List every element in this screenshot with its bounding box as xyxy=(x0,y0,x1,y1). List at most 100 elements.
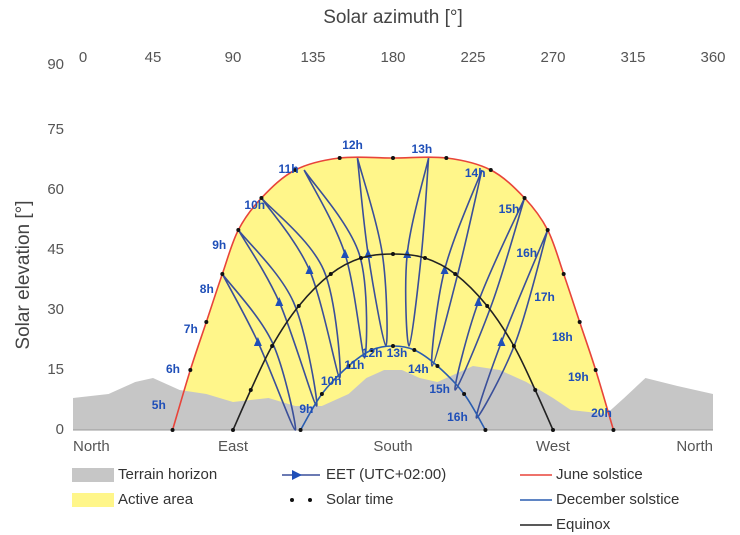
direction-label: West xyxy=(536,438,571,455)
solar-time-dot xyxy=(296,304,301,308)
solar-time-dot xyxy=(204,320,209,324)
solar-time-dot xyxy=(488,168,493,172)
hour-label: 12h xyxy=(342,138,363,152)
legend-label: Active area xyxy=(118,491,194,508)
hour-label: 11h xyxy=(344,358,364,372)
solar-time-dot xyxy=(220,272,225,276)
hour-label: 19h xyxy=(568,370,589,384)
analemma xyxy=(237,229,318,407)
hour-label: 12h xyxy=(362,346,383,360)
legend-swatch xyxy=(290,498,294,502)
analemma xyxy=(260,197,341,379)
hour-label: 9h xyxy=(299,402,313,416)
legend-label: EET (UTC+02:00) xyxy=(326,466,446,483)
solar-time-dot xyxy=(611,428,616,432)
legend-label: June solstice xyxy=(556,466,643,483)
solar-time-dot xyxy=(369,348,374,352)
chart-title: Solar azimuth [°] xyxy=(323,7,463,28)
solar-time-dot xyxy=(435,364,440,368)
hour-label: 17h xyxy=(534,290,555,304)
terrain-horizon xyxy=(73,366,713,430)
legend-swatch xyxy=(72,493,114,507)
x-tick-label: 0 xyxy=(79,49,87,66)
x-tick-label: 315 xyxy=(620,49,645,66)
solar-time-dot xyxy=(359,256,363,260)
arrow-head xyxy=(440,265,449,274)
y-axis-label: Solar elevation [°] xyxy=(13,200,34,349)
solar-time-dot xyxy=(483,428,488,432)
solar-time-dot xyxy=(551,428,555,432)
y-tick-label: 45 xyxy=(47,241,64,258)
hour-label: 15h xyxy=(499,202,520,216)
solar-time-dot xyxy=(511,344,516,348)
solar-time-dot xyxy=(248,388,253,392)
legend-swatch xyxy=(72,468,114,482)
direction-label: North xyxy=(676,438,713,455)
y-tick-label: 90 xyxy=(47,56,64,73)
legend-label: Terrain horizon xyxy=(118,466,217,483)
solar-time-dot xyxy=(236,228,241,232)
y-tick-label: 30 xyxy=(47,301,64,318)
hour-label: 10h xyxy=(244,198,265,212)
solar-time-dot xyxy=(391,252,395,256)
analemma xyxy=(221,273,297,431)
hour-label: 5h xyxy=(152,398,166,412)
y-tick-label: 75 xyxy=(47,121,64,138)
solar-time-dot xyxy=(545,228,550,232)
solar-time-dot xyxy=(346,364,351,368)
solar-time-dot xyxy=(462,392,467,396)
y-tick-label: 0 xyxy=(56,421,64,438)
solar-time-dot xyxy=(412,348,417,352)
hour-label: 7h xyxy=(184,322,198,336)
solar-time-dot xyxy=(522,196,527,200)
hour-label: 14h xyxy=(465,166,486,180)
solar-time-dot xyxy=(231,428,235,432)
hour-label: 6h xyxy=(166,362,180,376)
solar-time-dot xyxy=(391,344,395,348)
x-tick-label: 135 xyxy=(300,49,325,66)
solar-time-dot xyxy=(337,156,342,160)
arrow-head xyxy=(305,265,314,274)
x-tick-label: 180 xyxy=(380,49,405,66)
direction-label: North xyxy=(73,438,110,455)
y-tick-label: 15 xyxy=(47,361,64,378)
arrow-head xyxy=(497,337,506,346)
hour-label: 8h xyxy=(200,282,214,296)
solar-time-dot xyxy=(328,272,333,276)
x-tick-label: 360 xyxy=(700,49,725,66)
solar-time-dot xyxy=(593,368,598,372)
arrow-head xyxy=(253,337,262,346)
solar-time-dot xyxy=(533,388,538,392)
y-tick-label: 60 xyxy=(47,181,64,198)
legend-label: Equinox xyxy=(556,516,611,533)
hour-label: 13h xyxy=(387,346,408,360)
solar-time-dot xyxy=(391,156,395,160)
hour-label: 10h xyxy=(321,374,342,388)
solar-time-dot xyxy=(188,368,193,372)
legend: Terrain horizon Active area EET (UTC+02:00… xyxy=(72,466,679,533)
analemma xyxy=(430,169,483,367)
hour-label: 18h xyxy=(552,330,573,344)
x-tick-label: 45 xyxy=(145,49,162,66)
hour-label: 14h xyxy=(408,362,429,376)
hour-label: 20h xyxy=(591,406,612,420)
analemma xyxy=(475,229,549,419)
analemma xyxy=(404,157,430,347)
hour-label: 11h xyxy=(279,162,299,176)
solar-time-dot xyxy=(293,168,298,172)
x-tick-label: 225 xyxy=(460,49,485,66)
arrow-head xyxy=(403,249,412,258)
legend-label: Solar time xyxy=(326,491,394,508)
direction-label: East xyxy=(218,438,249,455)
analemma xyxy=(303,169,368,359)
solar-time-dot xyxy=(453,272,458,276)
solar-time-dot xyxy=(319,392,324,396)
hour-label: 15h xyxy=(429,382,450,396)
solar-time-dot xyxy=(485,304,490,308)
hour-label: 9h xyxy=(212,238,226,252)
solar-time-dot xyxy=(561,272,566,276)
arrow-head xyxy=(474,297,483,306)
solar-time-dot xyxy=(270,344,275,348)
